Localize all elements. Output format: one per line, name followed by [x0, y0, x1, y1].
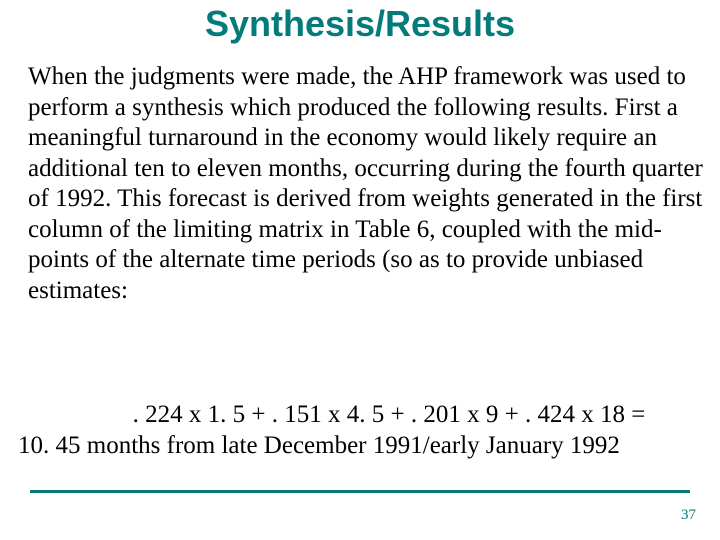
page-number: 37	[681, 507, 696, 524]
slide: Synthesis/Results When the judgments wer…	[0, 0, 720, 540]
calculation-block: . 224 x 1. 5 + . 151 x 4. 5 + . 201 x 9 …	[18, 400, 720, 461]
slide-title: Synthesis/Results	[0, 4, 720, 44]
footer-rule	[30, 490, 690, 493]
body-paragraph: When the judgments were made, the AHP fr…	[28, 62, 718, 306]
calculation-expression: . 224 x 1. 5 + . 151 x 4. 5 + . 201 x 9 …	[18, 400, 720, 431]
calculation-result: 10. 45 months from late December 1991/ea…	[18, 431, 720, 462]
